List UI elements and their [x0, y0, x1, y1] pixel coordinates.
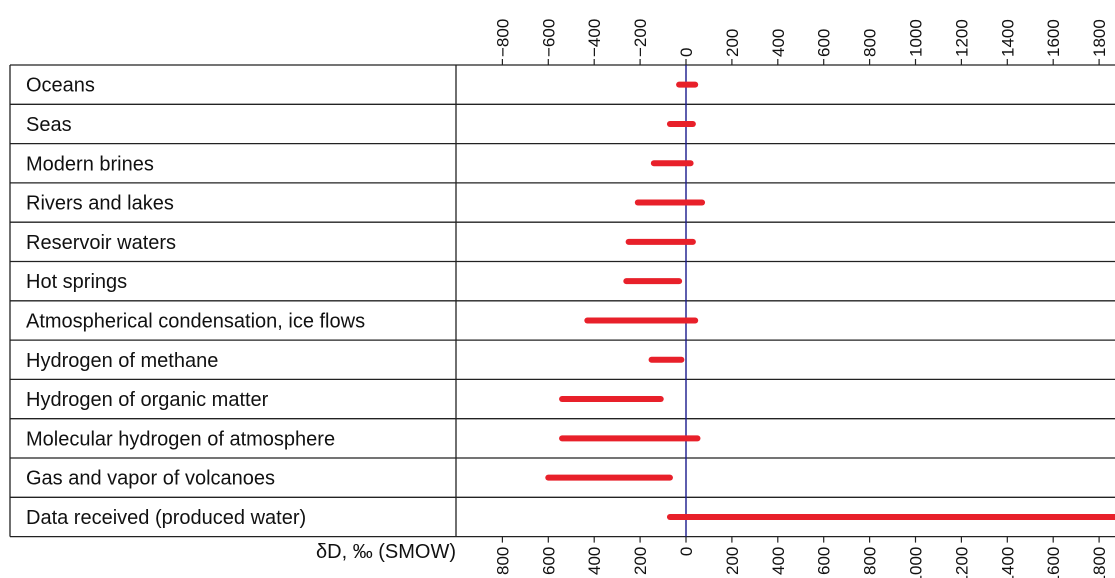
bottom-tick-label: 1800 — [1090, 547, 1109, 578]
bottom-tick-label: 600 — [815, 547, 834, 575]
top-tick-label: −800 — [493, 19, 512, 57]
category-label: Gas and vapor of volcanoes — [26, 468, 275, 490]
top-tick-label: 1000 — [907, 19, 926, 57]
category-label: Molecular hydrogen of atmosphere — [26, 428, 335, 450]
category-label: Reservoir waters — [26, 232, 176, 254]
category-label: Rivers and lakes — [26, 193, 174, 215]
range-bars — [545, 81, 1115, 520]
bottom-tick-label: 1600 — [1044, 547, 1063, 578]
top-tick-label: 200 — [723, 29, 742, 57]
category-label: Data received (produced water) — [26, 507, 306, 529]
top-tick-label: −200 — [631, 19, 650, 57]
top-tick-label: 1200 — [952, 19, 971, 57]
bottom-tick-label: 600 — [539, 547, 558, 575]
top-tick-label: 1600 — [1044, 19, 1063, 57]
bottom-tick-label: 400 — [585, 547, 604, 575]
top-tick-label: 800 — [861, 29, 880, 57]
top-tick-label: −600 — [539, 19, 558, 57]
top-tick-label: −400 — [585, 19, 604, 57]
bottom-tick-label: 0 — [677, 547, 696, 556]
bottom-tick-label: 1000 — [907, 547, 926, 578]
category-label: Hot springs — [26, 271, 127, 293]
category-label: Atmospherical condensation, ice flows — [26, 310, 365, 332]
top-tick-label: 1400 — [998, 19, 1017, 57]
top-axis: −800 −600 −400 −200 0 200 400 600 800 1000 1200 140… — [493, 19, 1109, 65]
bottom-tick-label: 400 — [769, 547, 788, 575]
category-label: Seas — [26, 114, 72, 136]
bottom-tick-label: 1200 — [952, 547, 971, 578]
top-tick-label: 1800 — [1090, 19, 1109, 57]
category-label: Modern brines — [26, 153, 154, 175]
top-tick-label: 600 — [815, 29, 834, 57]
top-tick-label: 400 — [769, 29, 788, 57]
category-label: Hydrogen of organic matter — [26, 389, 269, 411]
category-labels: Oceans Seas Modern brines Rivers and lakes R… — [26, 75, 365, 529]
bottom-tick-label: 800 — [493, 547, 512, 575]
top-tick-label: 0 — [677, 48, 696, 57]
bottom-tick-label: 200 — [723, 547, 742, 575]
table-frame — [9, 64, 1115, 538]
category-label: Oceans — [26, 75, 95, 97]
bottom-tick-label: 800 — [861, 547, 880, 575]
bottom-tick-label: 1400 — [998, 547, 1017, 578]
bottom-tick-label: 200 — [631, 547, 650, 575]
x-axis-label: δD, ‰ (SMOW) — [316, 541, 456, 563]
category-label: Hydrogen of methane — [26, 350, 218, 372]
bottom-axis: 800 600 400 200 0 200 400 600 800 1000 1200 1400 160… — [493, 536, 1109, 578]
